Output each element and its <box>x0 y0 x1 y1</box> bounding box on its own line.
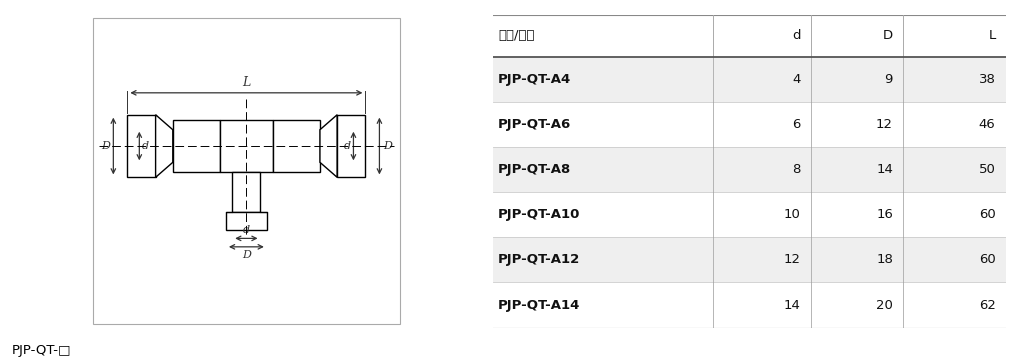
Text: D: D <box>242 250 251 260</box>
Bar <box>173 120 219 172</box>
Text: PJP-QT-A14: PJP-QT-A14 <box>498 298 580 312</box>
Text: 46: 46 <box>978 118 996 131</box>
Bar <box>273 120 320 172</box>
Bar <box>233 172 260 213</box>
Text: PJP-QT-A10: PJP-QT-A10 <box>498 208 580 221</box>
Text: D: D <box>883 29 893 42</box>
Text: 型号/尺寸: 型号/尺寸 <box>498 29 534 42</box>
Bar <box>493 147 1006 192</box>
Text: 6: 6 <box>792 118 801 131</box>
Text: 14: 14 <box>876 163 893 176</box>
Text: L: L <box>242 76 251 89</box>
Polygon shape <box>320 115 337 177</box>
Text: 20: 20 <box>876 298 893 312</box>
Text: D: D <box>101 141 110 151</box>
Text: D: D <box>383 141 392 151</box>
Text: PJP-QT-A12: PJP-QT-A12 <box>498 253 580 266</box>
Text: 8: 8 <box>792 163 801 176</box>
Text: PJP-QT-A4: PJP-QT-A4 <box>498 73 571 86</box>
Bar <box>337 115 366 177</box>
Text: 16: 16 <box>876 208 893 221</box>
Text: 62: 62 <box>978 298 996 312</box>
Text: 60: 60 <box>978 253 996 266</box>
Text: 50: 50 <box>978 163 996 176</box>
Text: 12: 12 <box>783 253 801 266</box>
Text: 10: 10 <box>783 208 801 221</box>
Text: d: d <box>243 225 250 235</box>
Bar <box>127 115 155 177</box>
Text: PJP-QT-A6: PJP-QT-A6 <box>498 118 571 131</box>
Text: 18: 18 <box>876 253 893 266</box>
Text: 9: 9 <box>885 73 893 86</box>
Text: 12: 12 <box>876 118 893 131</box>
Bar <box>493 57 1006 102</box>
Bar <box>493 237 1006 282</box>
Text: 14: 14 <box>783 298 801 312</box>
Text: d: d <box>343 141 351 151</box>
Text: PJP-QT-A8: PJP-QT-A8 <box>498 163 571 176</box>
Text: L: L <box>989 29 996 42</box>
Text: d: d <box>142 141 149 151</box>
Text: d: d <box>792 29 801 42</box>
Text: 38: 38 <box>978 73 996 86</box>
Text: PJP-QT-□: PJP-QT-□ <box>12 344 72 357</box>
Bar <box>226 213 267 230</box>
Bar <box>219 120 273 172</box>
Text: 4: 4 <box>792 73 801 86</box>
Text: 60: 60 <box>978 208 996 221</box>
Polygon shape <box>155 115 173 177</box>
